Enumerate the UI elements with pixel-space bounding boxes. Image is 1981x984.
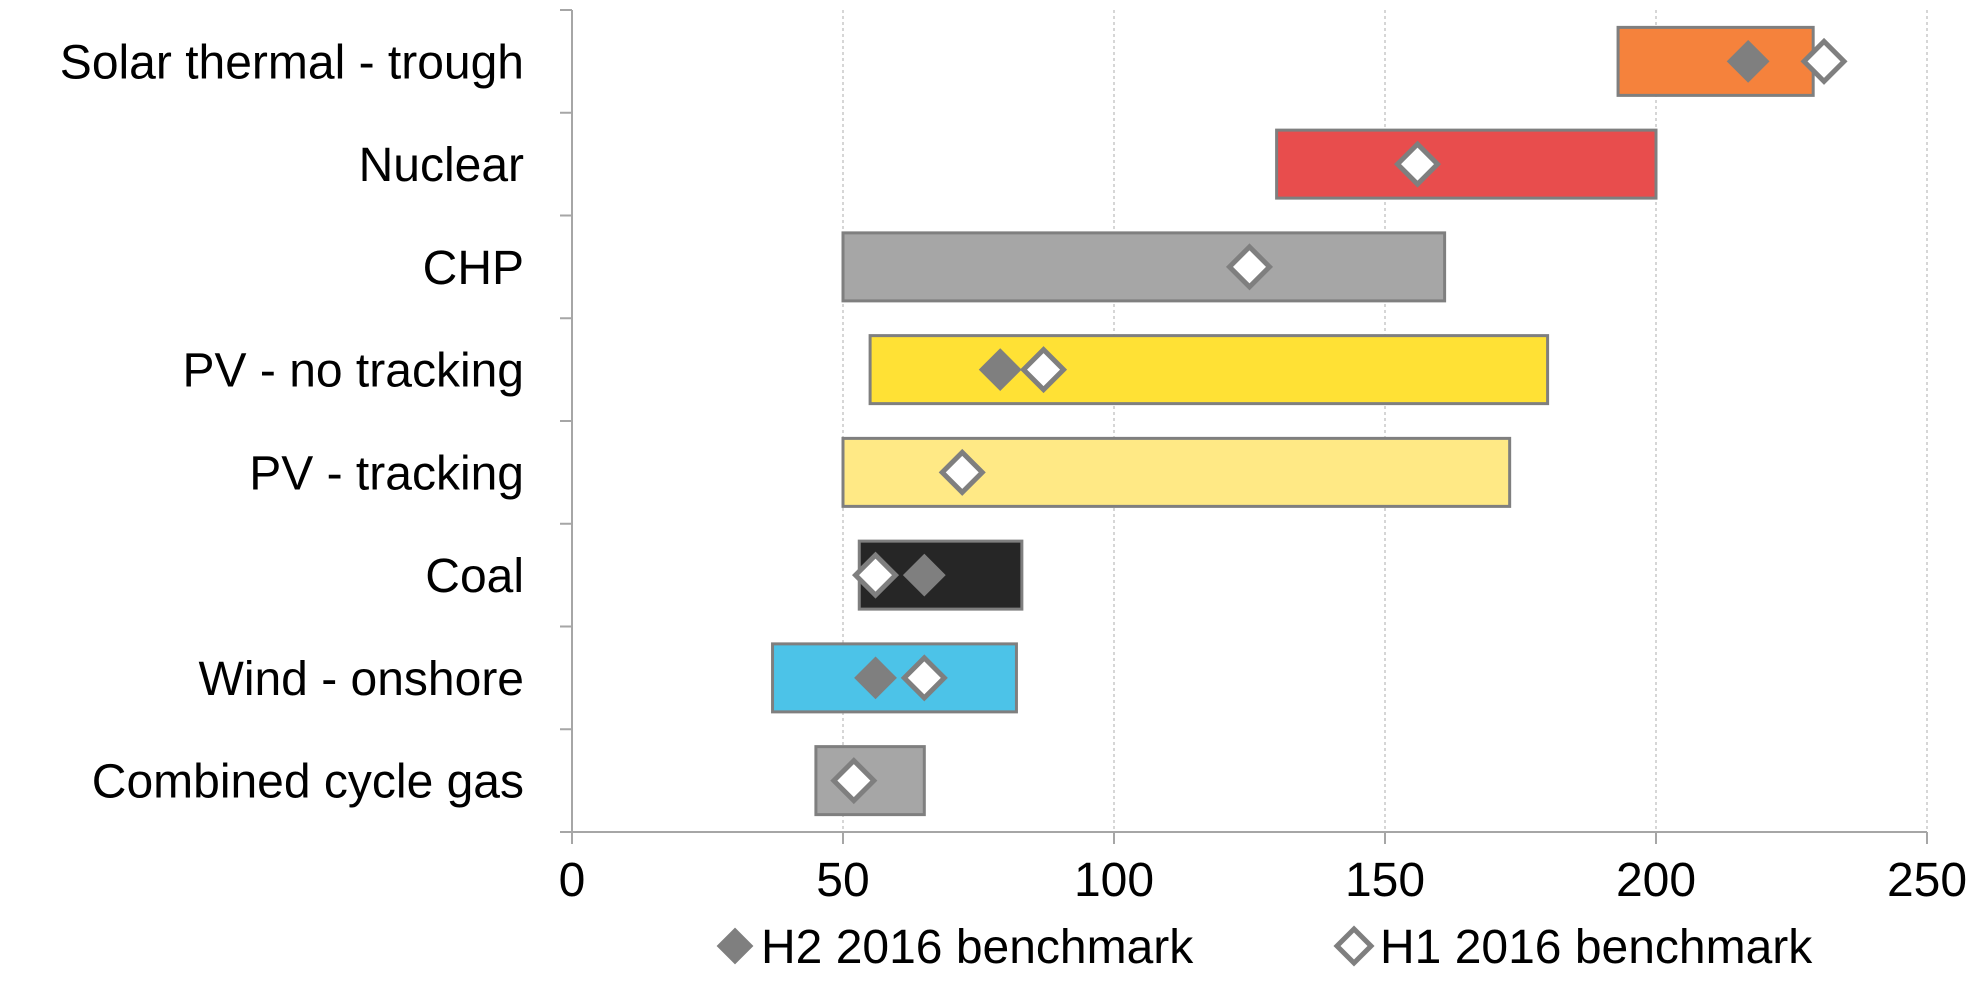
range-bar-nuclear [1275, 128, 1658, 200]
category-label-solar-thermal-trough: Solar thermal - trough [60, 36, 524, 89]
category-label-pv-no-tracking: PV - no tracking [183, 345, 524, 398]
marker-h2-2016-benchmark-coal [902, 553, 946, 597]
category-label-pv-tracking: PV - tracking [249, 447, 524, 500]
legend-marker-h1-2016-benchmark [1333, 925, 1375, 967]
marker-h1-2016-benchmark-solar-thermal-trough [1800, 37, 1848, 85]
x-tick-label-50: 50 [816, 854, 869, 907]
category-label-wind-onshore: Wind - onshore [199, 653, 524, 706]
x-tick-label-250: 250 [1887, 854, 1967, 907]
marker-h1-2016-benchmark-combined-cycle-gas [830, 757, 878, 805]
marker-h2-2016-benchmark-pv-no-tracking [978, 348, 1022, 392]
marker-h1-2016-benchmark-wind-onshore [900, 654, 948, 702]
marker-h1-2016-benchmark-nuclear [1393, 140, 1442, 188]
range-bar-chp [841, 231, 1447, 303]
marker-h1-2016-benchmark-coal [851, 551, 900, 599]
category-label-chp: CHP [423, 242, 524, 295]
category-label-coal: Coal [425, 550, 524, 603]
range-bar-pv-no-tracking [868, 334, 1550, 406]
legend-marker-h2-2016-benchmark [716, 927, 754, 965]
marker-h2-2016-benchmark-solar-thermal-trough [1726, 39, 1770, 83]
legend-label-h2-2016-benchmark: H2 2016 benchmark [761, 921, 1194, 974]
marker-h2-2016-benchmark-wind-onshore [854, 656, 897, 700]
marker-h1-2016-benchmark-pv-tracking [938, 448, 986, 496]
category-label-combined-cycle-gas: Combined cycle gas [92, 756, 524, 809]
marker-h1-2016-benchmark-pv-no-tracking [1020, 346, 1068, 394]
x-tick-label-200: 200 [1616, 854, 1696, 907]
x-tick-label-0: 0 [559, 854, 586, 907]
category-label-nuclear: Nuclear [359, 139, 524, 192]
marker-h1-2016-benchmark-chp [1225, 243, 1274, 291]
legend-label-h1-2016-benchmark: H1 2016 benchmark [1380, 921, 1813, 974]
x-tick-label-100: 100 [1074, 854, 1154, 907]
range-bar-solar-thermal-trough [1616, 25, 1815, 97]
x-tick-label-150: 150 [1345, 854, 1425, 907]
